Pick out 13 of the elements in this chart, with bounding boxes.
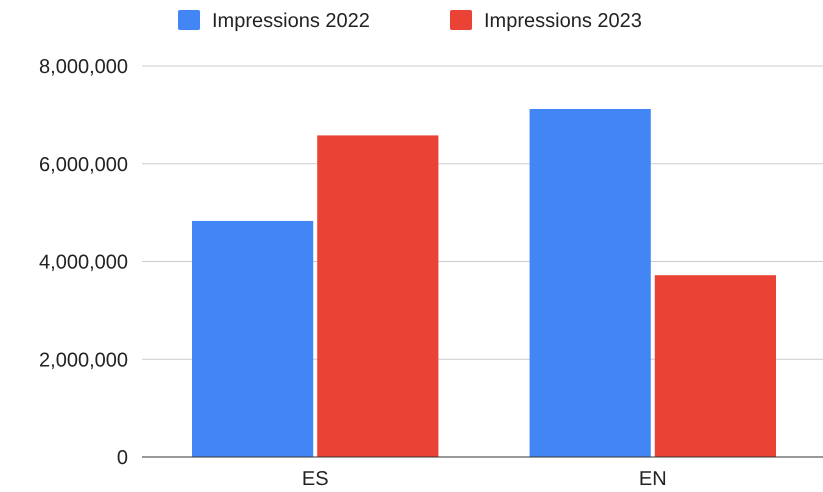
y-tick-label: 8,000,000: [39, 56, 128, 78]
x-tick-label: EN: [638, 468, 667, 490]
y-tick-label: 6,000,000: [39, 154, 128, 176]
y-tick-label: 0: [116, 447, 128, 469]
x-tick-label: ES: [302, 468, 329, 490]
bar: [317, 135, 438, 457]
y-tick-label: 4,000,000: [39, 252, 128, 274]
bar: [192, 220, 314, 457]
legend-label: Impressions 2023: [484, 10, 642, 32]
legend-label: Impressions 2022: [212, 10, 370, 32]
bar: [530, 109, 651, 457]
y-tick-label: 2,000,000: [39, 349, 128, 372]
bar: [654, 275, 776, 457]
